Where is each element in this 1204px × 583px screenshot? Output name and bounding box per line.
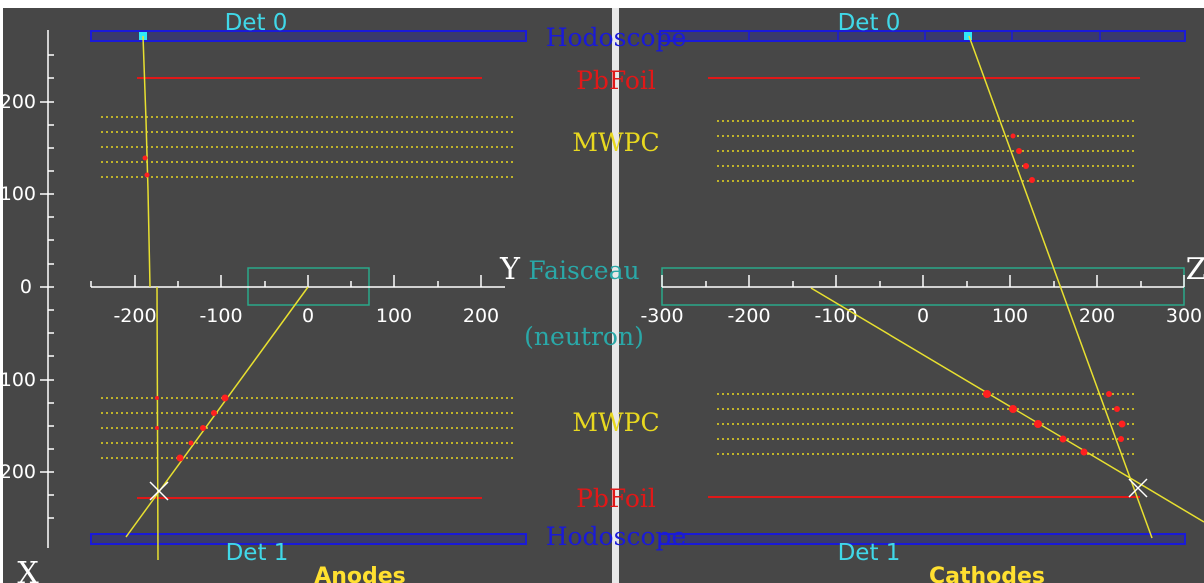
hit-marker: [1059, 435, 1067, 443]
track-steep-right: [968, 35, 1153, 539]
det-top-label-left: Det 0: [225, 10, 288, 36]
hit-marker: [155, 426, 159, 430]
view-name-anodes: Anodes: [314, 564, 406, 583]
hit-marker: [200, 425, 206, 431]
axis-letter-y: Y: [499, 252, 521, 287]
mwpc-top-label: MWPC: [572, 128, 659, 157]
hit-marker: [1023, 163, 1029, 169]
det-bottom-label-left: Det 1: [226, 540, 289, 566]
hit-marker: [188, 440, 194, 446]
x-tick-label: 0: [917, 305, 929, 327]
hit-marker: [1114, 406, 1120, 412]
x-tick-label: 300: [1166, 305, 1202, 327]
right-panel-background: [619, 8, 1204, 583]
y-tick-label: -100: [0, 183, 36, 205]
track-upper-left: [142, 35, 151, 288]
mwpc-bottom-label: MWPC: [572, 408, 659, 437]
hit-marker: [144, 172, 150, 178]
view-name-cathodes: Cathodes: [929, 564, 1045, 583]
x-tick-label: -200: [727, 305, 770, 327]
y-tick-label: 200: [0, 461, 36, 483]
vertex-marker-left: [149, 481, 169, 501]
hit-marker: [221, 394, 229, 402]
hodoscope-top-label: Hodoscope: [546, 23, 687, 52]
track-diagonal-left: [125, 286, 309, 538]
hit-marker: [983, 390, 991, 398]
hit-marker: [1029, 177, 1035, 183]
axis-letter-z: Z: [1186, 252, 1204, 287]
hit-marker: [1010, 133, 1016, 139]
left-panel-background: [3, 8, 612, 583]
axis-letter-x: X: [17, 556, 39, 583]
left-panel: -200 -100 0 100 200 -200 -100 0 100 200: [0, 10, 527, 583]
hit-marker: [176, 454, 184, 462]
y-tick-label: -200: [0, 91, 36, 113]
hodoscope-top-left: [90, 30, 527, 42]
x-tick-label: -100: [199, 305, 242, 327]
hit-marker: [1016, 148, 1022, 154]
x-tick-label: 0: [302, 305, 314, 327]
pbfoil-bottom-label: PbFoil: [576, 484, 656, 513]
hit-marker: [1009, 405, 1017, 413]
y-tick-label: 0: [20, 276, 32, 298]
hodoscope-top-right: [659, 30, 1186, 42]
track-shallow-right: [810, 287, 1204, 523]
hit-marker: [1118, 436, 1124, 442]
neutron-label: (neutron): [524, 322, 644, 351]
hodoscope-hit-right: [964, 32, 972, 40]
vertex-marker-right: [1128, 478, 1148, 498]
x-tick-label: 200: [463, 305, 499, 327]
hit-marker: [1118, 420, 1126, 428]
hit-marker: [1034, 420, 1042, 428]
faisceau-label: Faisceau: [528, 256, 639, 285]
right-panel: -300 -200 -100 0 100 200 300 Det 0 Det 1…: [640, 10, 1204, 583]
x-tick-label: 100: [992, 305, 1028, 327]
hodoscope-bottom-left: [90, 533, 527, 545]
x-tick-label: 200: [1079, 305, 1115, 327]
det-top-label-right: Det 0: [838, 10, 901, 36]
det-bottom-label-right: Det 1: [838, 540, 901, 566]
x-tick-label: 100: [376, 305, 412, 327]
pbfoil-top-label: PbFoil: [576, 66, 656, 95]
track-vertical-left: [156, 286, 159, 561]
x-tick-label: -200: [113, 305, 156, 327]
x-tick-label: -100: [814, 305, 857, 327]
hit-marker: [142, 155, 148, 161]
hit-marker: [155, 396, 159, 400]
hit-marker: [211, 410, 217, 416]
hodoscope-bottom-right: [659, 533, 1186, 545]
y-tick-label: 100: [0, 369, 36, 391]
hit-marker: [1080, 448, 1088, 456]
hit-marker: [1106, 391, 1112, 397]
panel-divider: [612, 8, 619, 583]
hodoscope-bottom-label: Hodoscope: [546, 522, 687, 551]
x-tick-label: -300: [640, 305, 683, 327]
